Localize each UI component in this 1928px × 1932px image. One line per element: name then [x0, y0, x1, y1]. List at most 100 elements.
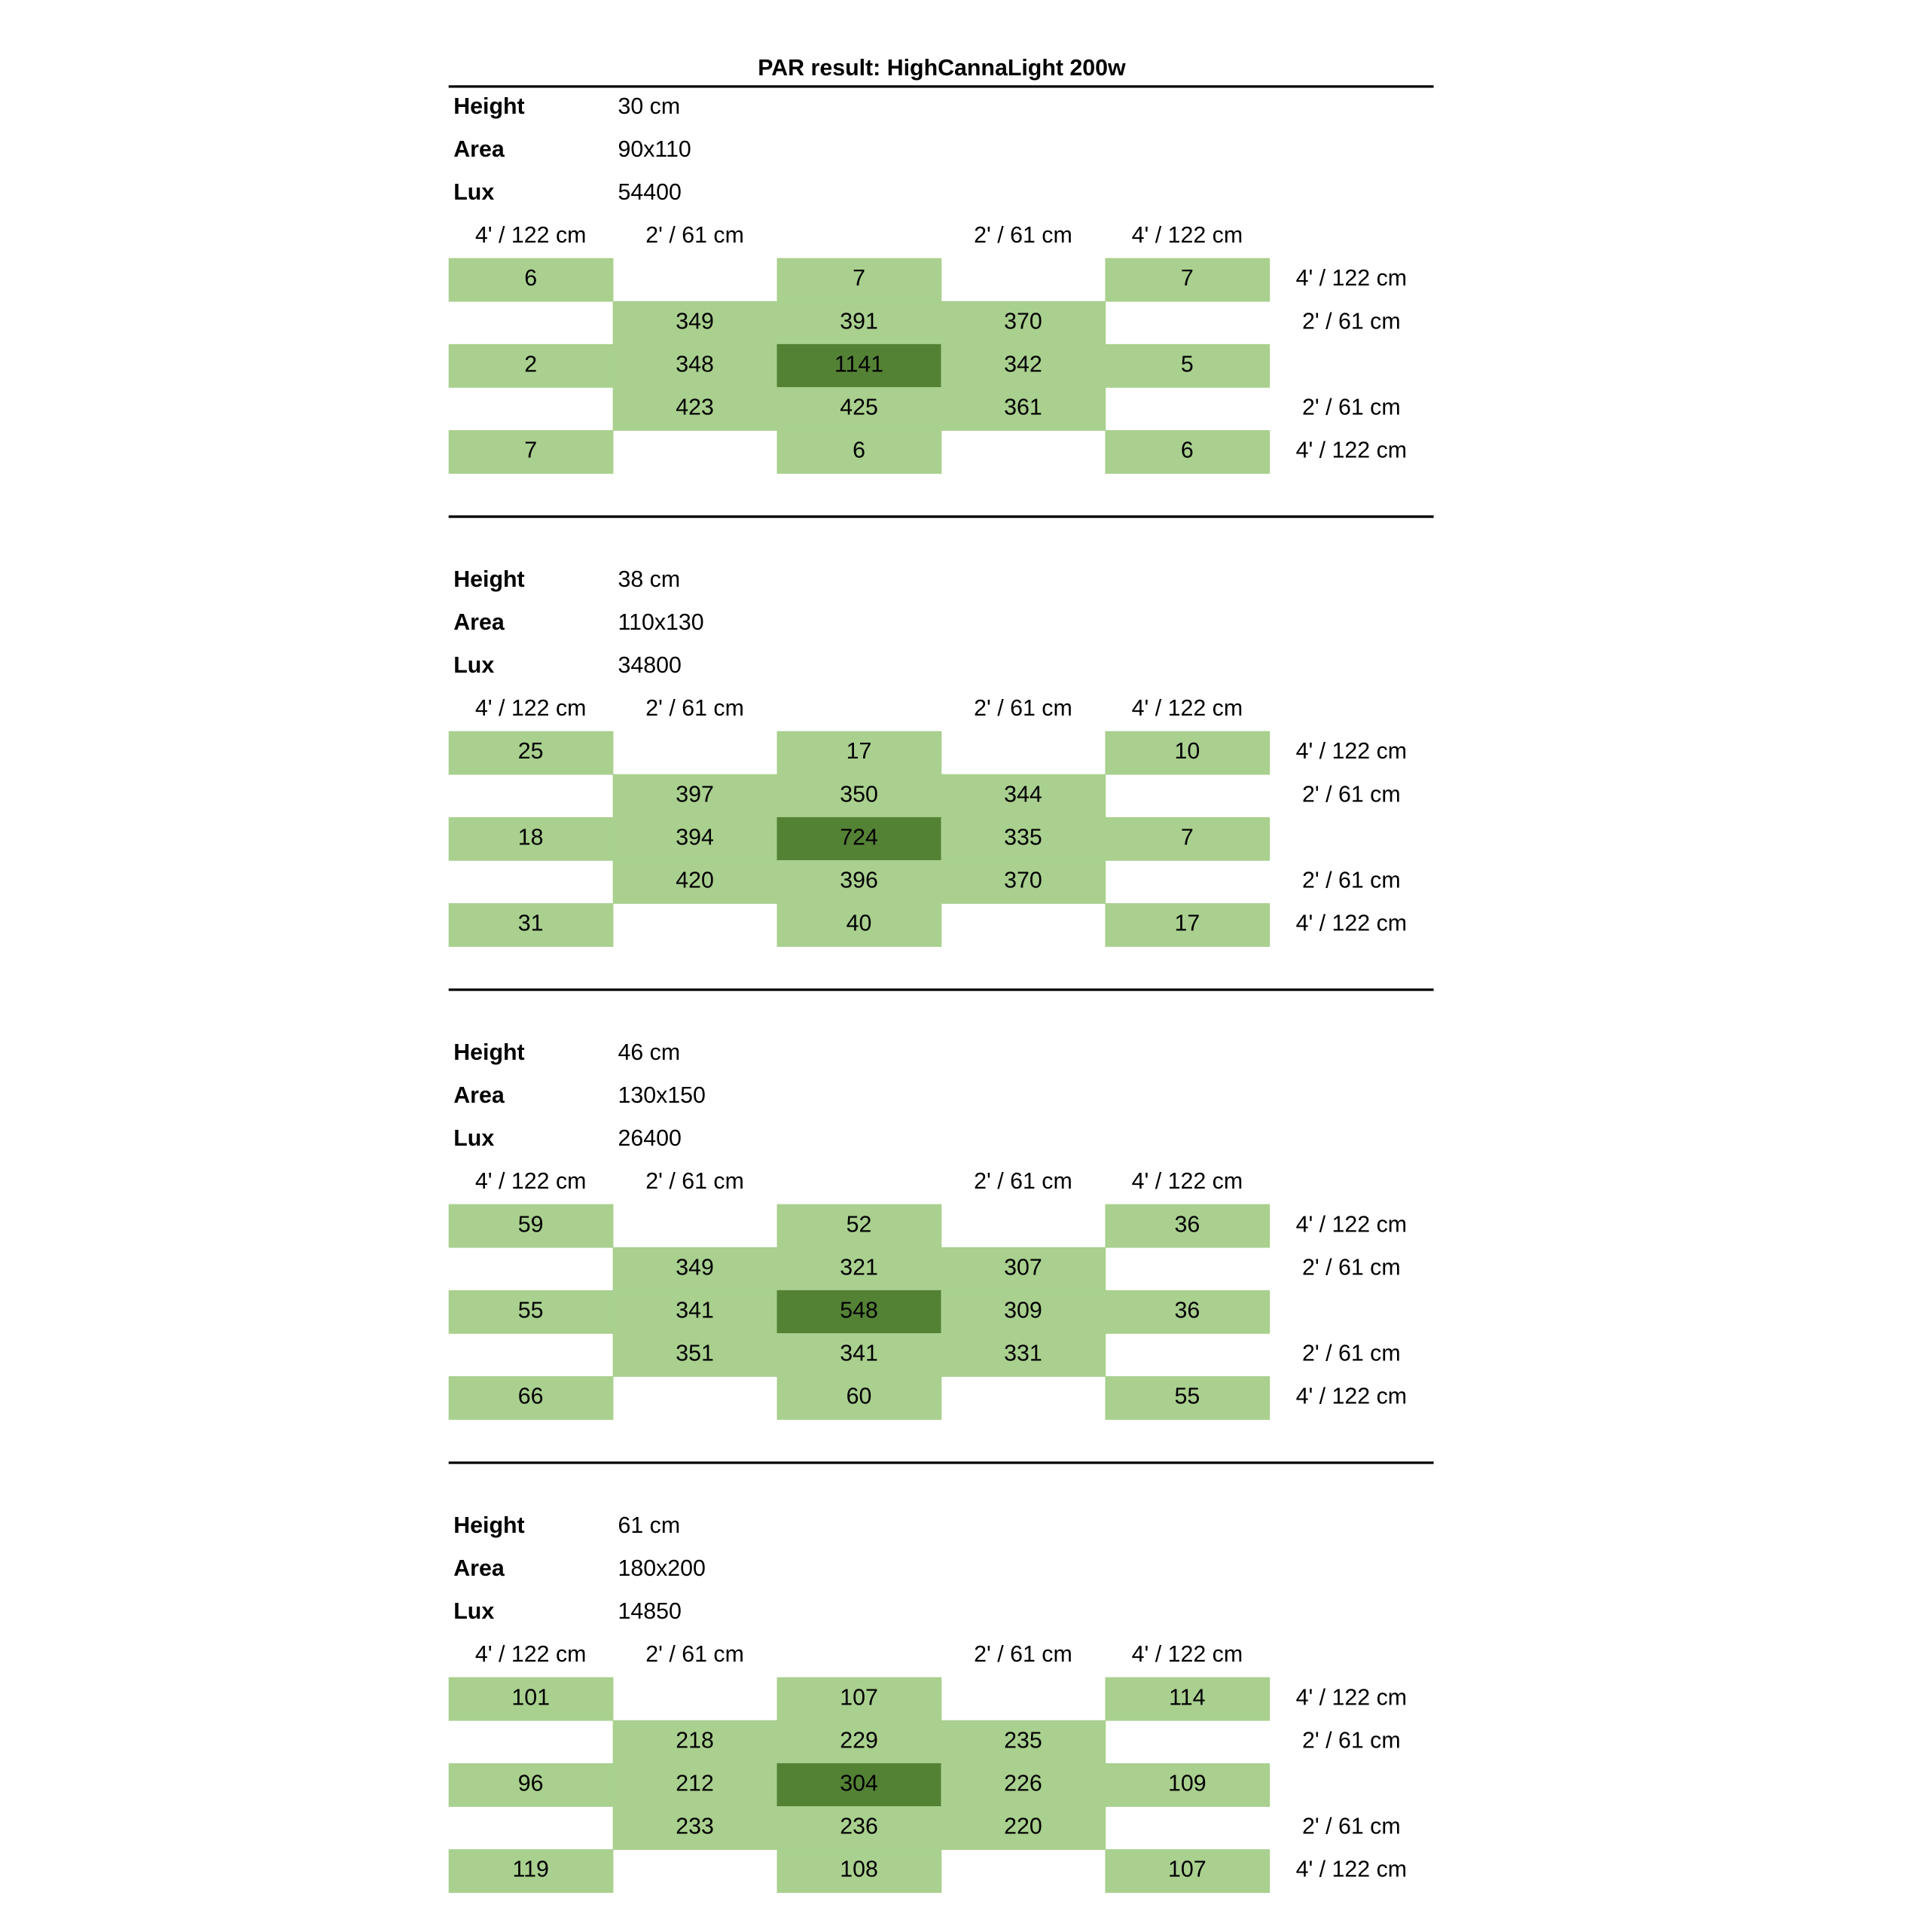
cell-value: 218	[676, 1728, 714, 1753]
column-header: 4' / 122 cm	[1132, 1169, 1243, 1194]
row-label: 4' / 122 cm	[1296, 739, 1407, 764]
cell-value: 2	[524, 352, 537, 377]
cell	[776, 1204, 942, 1248]
field-value: 130x150	[618, 1083, 706, 1108]
field-value: 34800	[618, 653, 682, 678]
cell-value: 96	[518, 1771, 544, 1796]
column-header: 4' / 122 cm	[475, 1642, 586, 1667]
cell	[448, 1677, 614, 1721]
row-label: 2' / 61 cm	[1302, 868, 1401, 893]
cell-value: 361	[1004, 395, 1042, 420]
field-label: Height	[453, 94, 524, 119]
cell	[1105, 1849, 1271, 1894]
cell	[941, 301, 1106, 345]
cell	[776, 859, 942, 904]
cell	[1105, 343, 1271, 388]
cell-value: 31	[518, 911, 544, 936]
cell-value: 370	[1004, 309, 1042, 334]
field-label: Lux	[453, 1126, 494, 1151]
cell	[612, 859, 778, 904]
row-label: 4' / 122 cm	[1296, 1685, 1407, 1710]
field-label: Height	[453, 1513, 524, 1538]
cell-value: 394	[676, 825, 714, 850]
cell	[776, 1333, 942, 1377]
cell-value: 423	[676, 395, 714, 420]
title: PAR result: HighCannaLight 200w	[758, 56, 1126, 81]
cell	[941, 1720, 1106, 1764]
cell	[1105, 1677, 1271, 1721]
cell-value: 351	[676, 1341, 714, 1366]
cell-value: 391	[840, 309, 878, 334]
cell	[612, 343, 778, 388]
cell-value: 236	[840, 1814, 878, 1839]
column-header: 4' / 122 cm	[475, 1169, 586, 1194]
cell-value: 7	[524, 438, 537, 463]
cell	[1105, 430, 1271, 475]
cell	[612, 1333, 778, 1377]
cell-value: 59	[518, 1212, 544, 1237]
cell	[776, 903, 942, 948]
cell-value: 304	[840, 1771, 878, 1796]
cell	[941, 1333, 1106, 1377]
cell	[448, 1204, 614, 1248]
cell-value: 119	[512, 1857, 548, 1882]
cell	[448, 258, 614, 302]
cell-value: 348	[676, 352, 714, 377]
cell	[612, 301, 778, 345]
cell	[448, 1849, 614, 1894]
column-header: 2' / 61 cm	[645, 1169, 744, 1194]
cell	[776, 731, 942, 775]
cell-value: 307	[1004, 1255, 1042, 1280]
row-label: 4' / 122 cm	[1296, 266, 1407, 291]
column-header: 2' / 61 cm	[974, 696, 1072, 721]
cell	[448, 1763, 614, 1807]
column-header: 4' / 122 cm	[1132, 223, 1243, 248]
cell	[776, 301, 942, 345]
cell-value: 212	[676, 1771, 714, 1796]
cell-value: 420	[676, 868, 714, 893]
column-header: 2' / 61 cm	[645, 696, 744, 721]
cell-value: 55	[1174, 1384, 1200, 1409]
cell-value: 229	[840, 1728, 878, 1753]
cell-value: 425	[840, 395, 878, 420]
field-value: 14850	[618, 1599, 682, 1624]
field-value: 54400	[618, 180, 682, 205]
field-value: 61 cm	[618, 1513, 681, 1538]
cell	[776, 1247, 942, 1291]
cell	[448, 1290, 614, 1334]
cell	[941, 343, 1106, 388]
row-label: 2' / 61 cm	[1302, 1728, 1401, 1753]
cell-value: 7	[1181, 825, 1194, 850]
cell	[448, 731, 614, 775]
cell-value: 341	[840, 1341, 878, 1366]
cell-value: 7	[1181, 266, 1194, 291]
cell-value: 235	[1004, 1728, 1042, 1753]
cell	[941, 1290, 1106, 1334]
cell-value: 108	[840, 1857, 878, 1882]
cell	[1105, 1376, 1271, 1421]
field-label: Area	[453, 1083, 505, 1108]
row-label: 4' / 122 cm	[1296, 438, 1407, 463]
cell	[612, 1290, 778, 1334]
cell-value: 55	[518, 1298, 544, 1323]
cell	[1105, 816, 1271, 861]
cell	[941, 1806, 1106, 1850]
cell	[448, 430, 614, 475]
cell	[1105, 731, 1271, 775]
cell-value: 1141	[834, 352, 883, 377]
cell	[776, 430, 942, 475]
cell-value: 40	[847, 911, 872, 936]
cell	[612, 1247, 778, 1291]
field-value: 26400	[618, 1126, 682, 1151]
cell	[941, 859, 1106, 904]
cell-value: 6	[853, 438, 865, 463]
cell-value: 17	[847, 739, 872, 764]
cell-value: 548	[840, 1298, 878, 1323]
cell	[941, 774, 1106, 818]
cell	[776, 1849, 942, 1894]
peak-cell	[776, 343, 942, 388]
field-label: Area	[453, 610, 505, 635]
column-header: 2' / 61 cm	[974, 1642, 1072, 1667]
field-label: Lux	[453, 653, 494, 678]
